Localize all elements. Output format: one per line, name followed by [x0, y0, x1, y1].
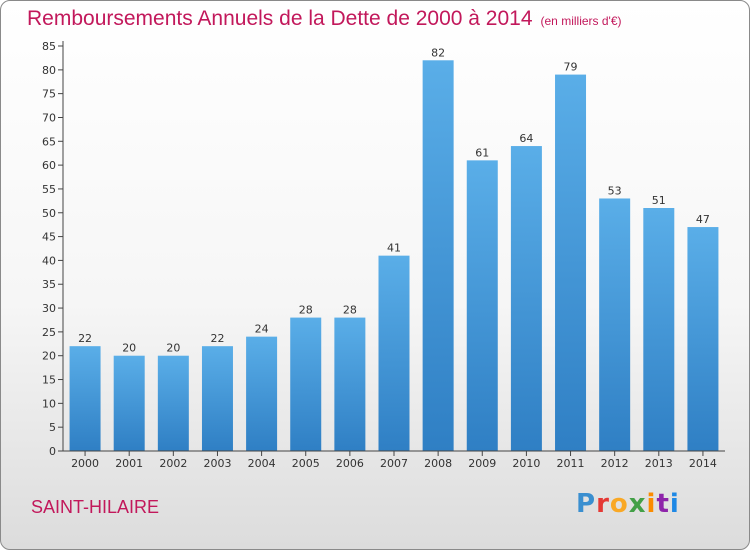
bar-2005 — [290, 317, 322, 451]
x-tick-label: 2004 — [248, 457, 276, 470]
y-tick-label: 55 — [42, 183, 56, 196]
bar-2003 — [201, 346, 233, 451]
bar-2009 — [466, 160, 498, 451]
data-label-2007: 41 — [387, 242, 401, 255]
x-tick-label: 2010 — [512, 457, 540, 470]
data-label-2012: 53 — [608, 184, 622, 197]
y-tick-label: 85 — [42, 40, 56, 53]
y-tick-label: 40 — [42, 254, 56, 267]
chart-title: Remboursements Annuels de la Dette de 20… — [27, 7, 622, 31]
bar-2008 — [422, 60, 454, 451]
x-tick-label: 2005 — [292, 457, 320, 470]
x-tick-label: 2003 — [203, 457, 231, 470]
x-tick-label: 2009 — [468, 457, 496, 470]
bar-2010 — [510, 146, 542, 451]
data-label-2000: 22 — [78, 332, 92, 345]
x-axis: 2000 2001 2002 2003 2004 2005 2006 2007 2008 2009… — [63, 450, 725, 470]
y-tick-label: 65 — [42, 135, 56, 148]
x-tick-label: 2012 — [601, 457, 629, 470]
bar-2013 — [643, 208, 675, 451]
y-tick-label: 25 — [42, 326, 56, 339]
bar-2004 — [246, 336, 278, 451]
logo-letter: t — [656, 489, 670, 519]
bar-2002 — [157, 355, 189, 451]
chart-title-text: Remboursements Annuels de la Dette de 20… — [27, 7, 533, 30]
logo-letter: P — [576, 489, 597, 519]
y-tick-label: 35 — [42, 278, 56, 291]
x-tick-label: 2007 — [380, 457, 408, 470]
data-label-2006: 28 — [343, 304, 357, 317]
bar-2006 — [334, 317, 366, 451]
y-tick-label: 15 — [42, 374, 56, 387]
data-label-2014: 47 — [696, 213, 710, 226]
logo-letter: r — [596, 489, 610, 519]
data-label-2009: 61 — [475, 146, 489, 159]
city-name: SAINT-HILAIRE — [31, 497, 160, 517]
y-tick-label: 30 — [42, 302, 56, 315]
data-label-2001: 20 — [122, 342, 136, 355]
data-label-2010: 64 — [519, 132, 533, 145]
y-tick-label: 5 — [49, 421, 56, 434]
logo-letter: x — [628, 489, 647, 519]
bars-group: 22 20 20 22 24 28 28 41 82 61 64 79 53 51 47 — [69, 46, 719, 452]
x-tick-label: 2013 — [645, 457, 673, 470]
y-tick-label: 75 — [42, 88, 56, 101]
x-tick-label: 2000 — [71, 457, 99, 470]
bar-2012 — [599, 198, 631, 451]
bar-2014 — [687, 227, 719, 451]
x-tick-label: 2008 — [424, 457, 452, 470]
y-tick-label: 10 — [42, 397, 56, 410]
data-label-2004: 24 — [255, 323, 269, 336]
bar-2007 — [378, 255, 410, 451]
y-tick-label: 50 — [42, 207, 56, 220]
logo-letter: i — [646, 489, 657, 519]
logo-letter: o — [609, 489, 629, 519]
data-label-2013: 51 — [652, 194, 666, 207]
logo-letter: i — [669, 489, 680, 519]
x-tick-label: 2001 — [115, 457, 143, 470]
y-tick-label: 45 — [42, 231, 56, 244]
data-label-2011: 79 — [564, 61, 578, 74]
y-axis: 0 5 10 15 20 25 30 35 40 45 50 55 60 65 70 75 80 85 — [42, 40, 64, 458]
chart-subtitle: (en milliers d'€) — [540, 14, 622, 28]
data-label-2008: 82 — [431, 46, 445, 59]
y-tick-label: 20 — [42, 350, 56, 363]
bar-2000 — [69, 346, 101, 451]
bar-2001 — [113, 355, 145, 451]
proxiti-logo[interactable]: Proxiti — [576, 489, 680, 519]
x-tick-label: 2002 — [159, 457, 187, 470]
data-label-2005: 28 — [299, 304, 313, 317]
y-tick-label: 80 — [42, 64, 56, 77]
y-tick-label: 70 — [42, 111, 56, 124]
x-tick-label: 2011 — [557, 457, 585, 470]
x-tick-label: 2006 — [336, 457, 364, 470]
y-tick-label: 0 — [49, 445, 56, 458]
x-tick-label: 2014 — [689, 457, 717, 470]
data-label-2003: 22 — [210, 332, 224, 345]
y-tick-label: 60 — [42, 159, 56, 172]
data-label-2002: 20 — [166, 342, 180, 355]
bar-2011 — [555, 74, 587, 452]
